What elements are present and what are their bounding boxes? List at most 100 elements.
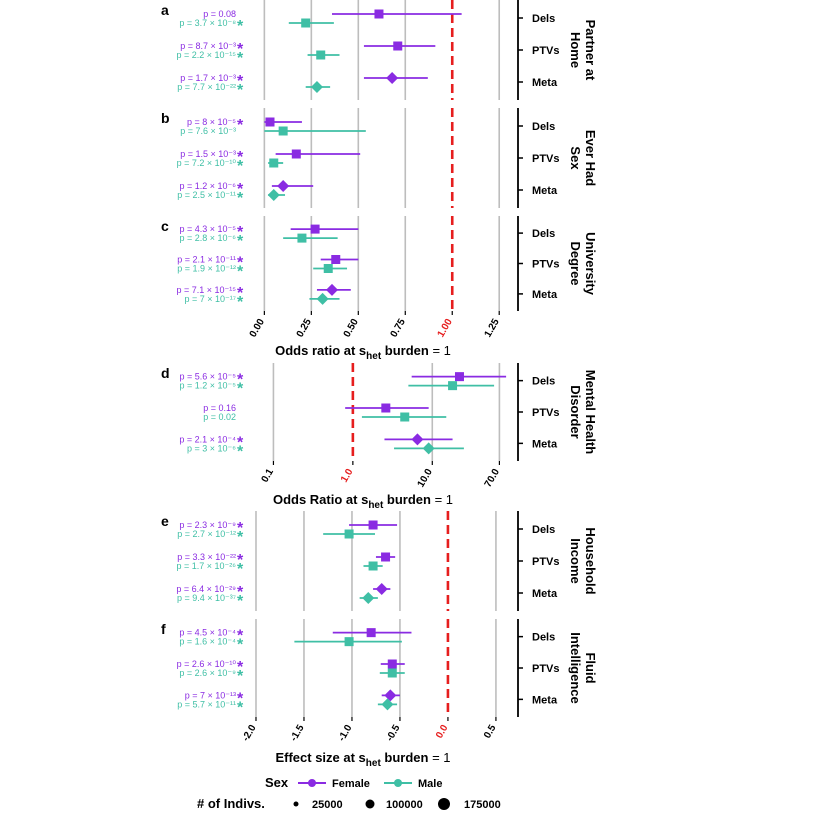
- panel-title-line: Income: [568, 538, 583, 584]
- pvalue-male-meta: p = 7 × 10⁻¹⁷: [184, 294, 236, 304]
- panel-title-line: Ever Had: [583, 130, 598, 186]
- significance-star-male: *: [237, 561, 244, 578]
- pvalue-male-ptvs: p = 0.02: [203, 412, 236, 422]
- significance-star-female: *: [237, 552, 244, 569]
- pvalue-female-meta: p = 7.1 × 10⁻¹⁵: [176, 285, 236, 295]
- pvalue-male-ptvs: p = 7.2 × 10⁻¹⁰: [177, 158, 237, 168]
- significance-star-female: *: [237, 690, 244, 707]
- significance-star-female: *: [237, 181, 244, 198]
- point-female-dels: [265, 117, 275, 127]
- point-female-meta: [384, 689, 397, 702]
- panel-title-line: Home: [568, 32, 583, 68]
- row-label-meta: Meta: [532, 289, 558, 301]
- pvalue-female-ptvs: p = 0.16: [203, 403, 236, 413]
- x-axis-label-d: Odds Ratio at shet burden = 1: [273, 492, 453, 511]
- row-label-ptvs: PTVs: [532, 45, 560, 57]
- tick-label-f-2: -1.0: [336, 723, 354, 744]
- significance-star-male: *: [237, 699, 244, 716]
- significance-star-male: *: [237, 668, 244, 685]
- point-female-ptvs: [387, 659, 397, 669]
- significance-star-female: *: [237, 255, 244, 272]
- significance-star-male: *: [237, 593, 244, 610]
- panel-title-line: Sex: [568, 146, 583, 170]
- point-male-meta: [316, 292, 329, 305]
- significance-star-female: *: [237, 628, 244, 645]
- point-female-ptvs: [331, 255, 341, 264]
- significance-star-female: *: [237, 659, 244, 676]
- row-label-meta: Meta: [532, 694, 558, 706]
- point-female-dels: [374, 9, 384, 19]
- point-male-meta: [362, 592, 375, 604]
- tick-label-d-3: 70.0: [483, 467, 502, 490]
- panel-title-a: Partner atHome: [568, 20, 598, 81]
- tick-label-f-5: 0.5: [482, 723, 499, 741]
- significance-star-female: *: [237, 372, 244, 389]
- legend-male-marker: [394, 779, 402, 787]
- pvalue-male-meta: p = 9.4 × 10⁻³⁷: [177, 593, 236, 603]
- row-label-meta: Meta: [532, 438, 558, 450]
- significance-star-male: *: [237, 50, 244, 67]
- tick-label-c-2: 0.50: [342, 317, 361, 340]
- pvalue-male-dels: p = 2.7 × 10⁻¹²: [177, 529, 236, 539]
- tick-label-d-2: 10.0: [416, 467, 435, 490]
- pvalue-male-ptvs: p = 2.2 × 10⁻¹⁵: [176, 50, 236, 60]
- point-male-dels: [344, 529, 354, 539]
- tick-label-d-1: 1.0: [339, 467, 356, 485]
- point-male-ptvs: [400, 412, 410, 422]
- point-male-ptvs: [316, 50, 326, 60]
- legend-female-label: Female: [332, 778, 370, 790]
- significance-star-male: *: [237, 529, 244, 546]
- point-male-dels: [448, 381, 458, 391]
- point-female-meta: [411, 433, 424, 446]
- panel-letter-e: e: [161, 513, 169, 529]
- tick-label-f-0: -2.0: [240, 723, 258, 744]
- pvalue-male-dels: p = 1.2 × 10⁻⁵: [179, 381, 236, 391]
- row-label-dels: Dels: [532, 632, 555, 644]
- legend-male-label: Male: [418, 778, 442, 790]
- legend-female-marker: [308, 779, 316, 787]
- panel-d: d Mental HealthDisorder Dels p = 5.6 × 10⁻⁵…: [161, 363, 598, 511]
- row-label-dels: Dels: [532, 524, 555, 536]
- tick-label-c-5: 1.25: [483, 317, 502, 340]
- pvalue-male-ptvs: p = 2.6 × 10⁻⁹: [179, 668, 236, 678]
- legend-sex-title: Sex: [265, 775, 289, 790]
- significance-star-male: *: [237, 158, 244, 175]
- significance-star-male: *: [237, 190, 244, 207]
- significance-star-female: *: [237, 584, 244, 601]
- row-label-ptvs: PTVs: [532, 153, 560, 165]
- pvalue-female-meta: p = 1.2 × 10⁻⁶: [180, 181, 237, 191]
- panel-title-line: Household: [583, 527, 598, 594]
- significance-star-female: *: [237, 73, 244, 90]
- pvalue-female-meta: p = 6.4 × 10⁻²⁹: [176, 584, 236, 594]
- panel-title-f: FluidIntelligence: [568, 632, 598, 704]
- pvalue-male-meta: p = 3 × 10⁻⁶: [187, 443, 236, 453]
- point-male-dels: [301, 18, 311, 28]
- tick-label-f-1: -1.5: [288, 723, 306, 744]
- point-male-ptvs: [269, 158, 279, 168]
- pvalue-female-dels: p = 5.6 × 10⁻⁵: [179, 372, 236, 382]
- significance-star-female: *: [237, 149, 244, 166]
- pvalue-male-dels: p = 7.6 × 10⁻³: [180, 126, 236, 136]
- legend-size-small-label: 25000: [312, 799, 343, 811]
- tick-label-c-1: 0.25: [295, 317, 314, 340]
- pvalue-female-meta: p = 7 × 10⁻¹³: [185, 690, 236, 700]
- pvalue-male-meta: p = 5.7 × 10⁻¹¹: [177, 699, 236, 709]
- panel-title-line: Disorder: [568, 385, 583, 438]
- pvalue-female-ptvs: p = 3.3 × 10⁻²²: [177, 552, 236, 562]
- row-label-meta: Meta: [532, 588, 558, 600]
- point-female-ptvs: [393, 41, 403, 51]
- row-label-dels: Dels: [532, 376, 555, 388]
- significance-star-male: *: [237, 294, 244, 311]
- row-label-meta: Meta: [532, 77, 558, 89]
- legend-size: # of Indivs. 25000 100000 175000: [197, 796, 501, 811]
- row-label-ptvs: PTVs: [532, 556, 560, 568]
- significance-star-male: *: [237, 82, 244, 99]
- significance-star-female: *: [237, 41, 244, 58]
- pvalue-male-meta: p = 2.5 × 10⁻¹¹: [177, 190, 236, 200]
- pvalue-male-ptvs: p = 1.7 × 10⁻²⁶: [177, 561, 237, 571]
- significance-star-female: *: [237, 224, 244, 241]
- significance-star-male: *: [237, 264, 244, 281]
- point-female-ptvs: [381, 403, 391, 413]
